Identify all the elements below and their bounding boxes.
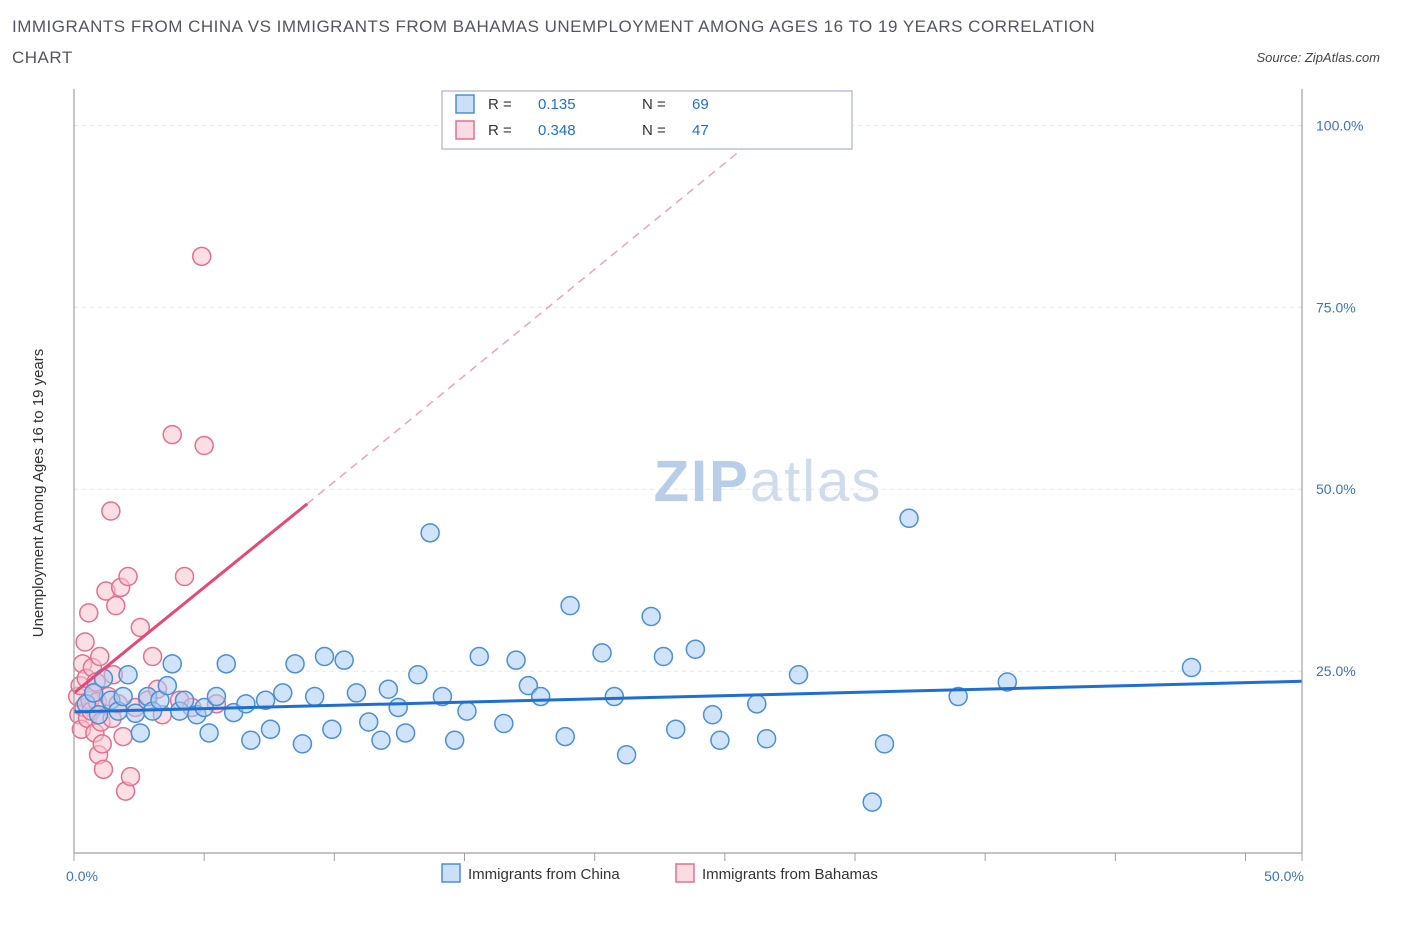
data-point xyxy=(94,670,112,688)
y-axis-label: Unemployment Among Ages 16 to 19 years xyxy=(30,349,47,638)
data-point xyxy=(242,731,260,749)
data-point xyxy=(495,715,513,733)
data-point xyxy=(217,655,235,673)
data-point xyxy=(114,728,132,746)
data-point xyxy=(121,768,139,786)
data-point xyxy=(360,713,378,731)
data-point xyxy=(261,720,279,738)
data-point xyxy=(790,666,808,684)
bottom-legend-swatch xyxy=(442,864,460,882)
data-point xyxy=(758,730,776,748)
y-tick-label: 25.0% xyxy=(1316,663,1356,679)
scatter-chart: ZIPatlas 0.0% 50.0% 25.0% 50.0% 75.0% 100.0% R … xyxy=(12,73,1392,913)
legend-n-value: 47 xyxy=(692,122,709,139)
x-tick-label: 50.0% xyxy=(1264,868,1304,884)
legend-swatch xyxy=(456,95,474,113)
legend-r-label: R = xyxy=(488,122,512,139)
data-point xyxy=(372,731,390,749)
data-point xyxy=(195,437,213,455)
data-point xyxy=(323,720,341,738)
data-point xyxy=(293,735,311,753)
data-point xyxy=(446,731,464,749)
data-point xyxy=(163,426,181,444)
data-point xyxy=(144,648,162,666)
legend-r-label: R = xyxy=(488,96,512,113)
source-credit: Source: ZipAtlas.com xyxy=(1256,50,1380,65)
data-point xyxy=(90,706,108,724)
data-point xyxy=(237,695,255,713)
data-point xyxy=(642,608,660,626)
data-point xyxy=(686,640,704,658)
legend-n-label: N = xyxy=(642,96,666,113)
data-point xyxy=(1182,659,1200,677)
data-point xyxy=(593,644,611,662)
data-point xyxy=(102,502,120,520)
data-point xyxy=(91,648,109,666)
data-point xyxy=(158,677,176,695)
data-point xyxy=(163,655,181,673)
data-point xyxy=(556,728,574,746)
data-point xyxy=(711,731,729,749)
data-point xyxy=(306,688,324,706)
data-point xyxy=(207,688,225,706)
bottom-legend-label: Immigrants from Bahamas xyxy=(702,866,878,883)
legend-n-label: N = xyxy=(642,122,666,139)
data-point xyxy=(389,699,407,717)
legend-swatch xyxy=(456,121,474,139)
bottom-legend-swatch xyxy=(676,864,694,882)
data-point xyxy=(176,568,194,586)
data-point xyxy=(107,597,125,615)
data-point xyxy=(126,704,144,722)
data-point xyxy=(274,684,292,702)
data-point xyxy=(176,691,194,709)
data-point xyxy=(131,724,149,742)
data-point xyxy=(654,648,672,666)
data-point xyxy=(119,568,137,586)
data-point xyxy=(94,761,112,779)
legend-r-value: 0.135 xyxy=(538,96,576,113)
chart-title: IMMIGRANTS FROM CHINA VS IMMIGRANTS FROM… xyxy=(12,12,1112,73)
data-point xyxy=(114,688,132,706)
data-point xyxy=(286,655,304,673)
data-point xyxy=(347,684,365,702)
data-point xyxy=(618,746,636,764)
chart-container: Unemployment Among Ages 16 to 19 years Z… xyxy=(12,73,1392,913)
y-tick-label: 50.0% xyxy=(1316,481,1356,497)
data-point xyxy=(532,688,550,706)
y-tick-label: 75.0% xyxy=(1316,299,1356,315)
data-point xyxy=(748,695,766,713)
data-point xyxy=(561,597,579,615)
data-point xyxy=(507,651,525,669)
data-point xyxy=(409,666,427,684)
data-point xyxy=(863,793,881,811)
data-point xyxy=(76,633,94,651)
legend-r-value: 0.348 xyxy=(538,122,576,139)
data-point xyxy=(605,688,623,706)
data-point xyxy=(704,706,722,724)
data-point xyxy=(667,720,685,738)
data-point xyxy=(335,651,353,669)
x-tick-label: 0.0% xyxy=(66,868,98,884)
data-point xyxy=(193,248,211,266)
data-point xyxy=(200,724,218,742)
bottom-legend-label: Immigrants from China xyxy=(468,866,620,883)
svg-text:ZIPatlas: ZIPatlas xyxy=(654,449,883,514)
data-point xyxy=(379,680,397,698)
data-point xyxy=(80,604,98,622)
data-point xyxy=(93,735,111,753)
data-point xyxy=(458,702,476,720)
data-point xyxy=(470,648,488,666)
data-point xyxy=(900,509,918,527)
y-tick-label: 100.0% xyxy=(1316,118,1363,134)
data-point xyxy=(397,724,415,742)
data-point xyxy=(421,524,439,542)
data-point xyxy=(316,648,334,666)
regression-line-bahamas-extrapolated xyxy=(307,89,815,504)
legend-n-value: 69 xyxy=(692,96,709,113)
data-point xyxy=(119,666,137,684)
data-point xyxy=(875,735,893,753)
